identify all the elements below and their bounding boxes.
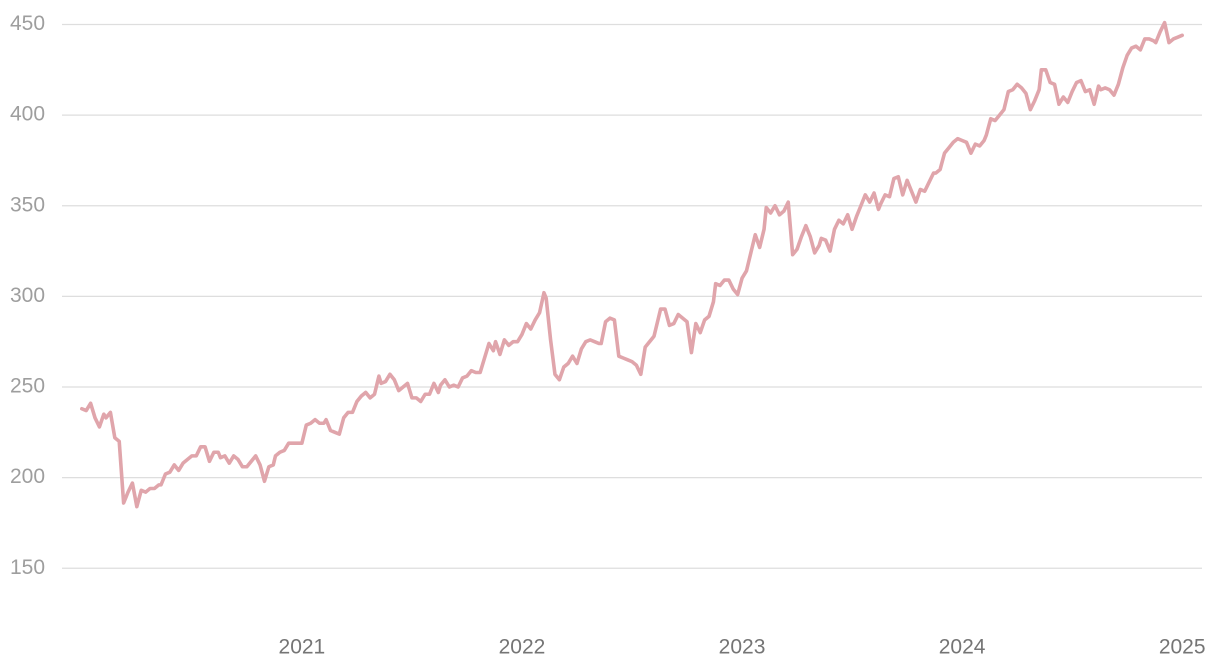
x-tick-label: 2021: [279, 636, 326, 659]
x-tick-label: 2025: [1159, 636, 1206, 659]
y-tick-label: 450: [10, 12, 45, 35]
y-tick-label: 300: [10, 284, 45, 307]
y-tick-label: 250: [10, 375, 45, 398]
x-tick-label: 2022: [499, 636, 546, 659]
y-tick-label: 400: [10, 103, 45, 126]
y-tick-label: 150: [10, 556, 45, 579]
y-tick-label: 200: [10, 465, 45, 488]
series-line: [80, 20, 1184, 509]
x-tick-label: 2024: [939, 636, 986, 659]
y-tick-label: 350: [10, 193, 45, 216]
x-tick-label: 2023: [719, 636, 766, 659]
